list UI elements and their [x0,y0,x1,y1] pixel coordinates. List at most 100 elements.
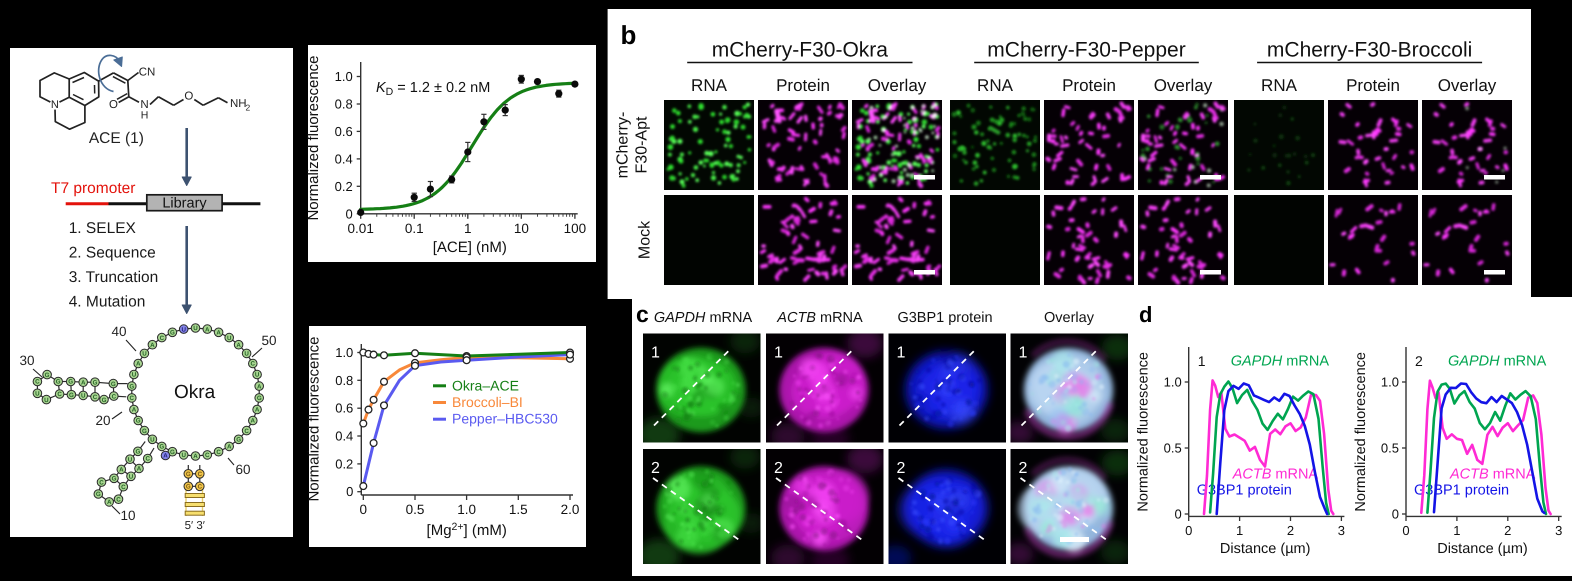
svg-text:2: 2 [897,460,906,477]
svg-text:0: 0 [1174,507,1181,522]
svg-text:0: 0 [1392,507,1399,522]
svg-text:A: A [119,467,124,474]
svg-text:0.5: 0.5 [1164,441,1182,456]
svg-text:0.8: 0.8 [335,373,353,388]
svg-text:A: A [132,407,137,414]
svg-text:Protein: Protein [1346,76,1400,95]
svg-text:C: C [198,484,203,491]
svg-text:CN: CN [139,67,156,79]
svg-text:A: A [81,379,86,386]
svg-text:G: G [170,449,175,456]
svg-text:1: 1 [464,221,472,236]
svg-text:A: A [205,326,210,333]
svg-text:A: A [107,499,112,506]
svg-text:Normalized fluorescence: Normalized fluorescence [1136,352,1152,512]
svg-text:1.0: 1.0 [1164,375,1182,390]
svg-text:A: A [216,330,221,337]
svg-text:2: 2 [651,460,660,477]
svg-text:G: G [135,449,140,456]
svg-text:2: 2 [774,460,783,477]
svg-text:A: A [227,444,232,451]
svg-text:C: C [121,484,126,491]
svg-text:U: U [227,335,232,342]
svg-text:G: G [69,392,74,399]
svg-text:G: G [142,428,147,435]
svg-text:1: 1 [651,345,660,362]
svg-text:4. Mutation: 4. Mutation [69,294,146,311]
svg-text:0: 0 [345,206,352,221]
svg-text:U: U [182,452,187,459]
svg-text:G: G [159,444,164,451]
svg-text:G: G [236,436,241,443]
svg-text:Normalized fluorescence: Normalized fluorescence [1353,352,1369,512]
svg-text:Mock: Mock [637,220,654,259]
svg-text:U: U [129,474,134,481]
svg-text:G3BP1 protein: G3BP1 protein [897,310,992,326]
svg-text:0: 0 [346,484,353,499]
svg-text:1: 1 [1019,345,1028,362]
svg-text:RNA: RNA [977,76,1014,95]
svg-text:GAPDH mRNA: GAPDH mRNA [1231,354,1330,370]
svg-text:F30-Apt: F30-Apt [634,116,651,173]
svg-text:2: 2 [1019,460,1028,477]
svg-text:C: C [205,452,210,459]
svg-text:1. SELEX: 1. SELEX [69,220,137,237]
svg-text:G: G [45,372,50,379]
svg-text:1.0: 1.0 [335,69,353,84]
svg-text:30: 30 [19,353,34,368]
svg-text:G: G [186,484,191,491]
svg-text:O: O [109,99,118,111]
svg-text:G: G [112,476,117,483]
svg-text:1: 1 [774,345,783,362]
svg-text:GAPDH mRNA: GAPDH mRNA [654,310,753,326]
svg-text:C: C [130,395,135,402]
svg-text:U: U [35,391,40,398]
svg-text:0: 0 [360,502,368,517]
svg-text:1.5: 1.5 [509,502,528,517]
svg-text:A: A [193,453,198,460]
svg-text:0.6: 0.6 [335,124,353,139]
svg-text:NH: NH [230,98,247,110]
svg-text:0.4: 0.4 [335,151,353,166]
svg-text:KD = 1.2 ± 0.2 nM: KD = 1.2 ± 0.2 nM [376,80,490,98]
svg-text:[Mg2+] (mM): [Mg2+] (mM) [427,521,507,539]
svg-text:A: A [163,453,168,460]
svg-text:C: C [198,471,203,478]
svg-text:Okra: Okra [174,382,216,403]
svg-text:C: C [116,496,121,503]
svg-text:2: 2 [1287,523,1294,538]
svg-text:0: 0 [1185,523,1192,538]
svg-text:0.6: 0.6 [335,401,353,416]
svg-text:A: A [236,342,241,349]
svg-text:U: U [182,326,187,333]
svg-text:0.1: 0.1 [405,221,424,236]
svg-text:1: 1 [1236,523,1243,538]
svg-text:ACTB mRNA: ACTB mRNA [1449,467,1536,483]
svg-text:0.5: 0.5 [406,502,425,517]
svg-text:RNA: RNA [1261,76,1298,95]
svg-text:10: 10 [120,508,135,523]
svg-text:0.5: 0.5 [1381,441,1399,456]
svg-text:d: d [1139,302,1152,327]
svg-text:U: U [193,325,198,332]
svg-text:U: U [244,351,249,358]
svg-text:RNA: RNA [691,76,728,95]
svg-text:G: G [93,379,98,386]
svg-text:T7 promoter: T7 promoter [51,180,135,197]
svg-text:Pepper–HBC530: Pepper–HBC530 [452,411,558,427]
svg-text:C: C [216,449,221,456]
svg-text:ACTB mRNA: ACTB mRNA [1232,467,1319,483]
svg-text:G: G [68,379,73,386]
svg-text:Overlay: Overlay [1154,76,1213,95]
svg-text:2: 2 [1504,523,1511,538]
svg-text:ACTB mRNA: ACTB mRNA [776,310,863,326]
svg-text:3. Truncation: 3. Truncation [69,269,159,286]
svg-text:mCherry-: mCherry- [615,112,632,179]
svg-text:Normalized fluorescence: Normalized fluorescence [305,55,322,220]
svg-text:U: U [44,397,49,404]
svg-text:GAPDH mRNA: GAPDH mRNA [1448,354,1547,370]
svg-text:G: G [96,491,101,498]
svg-text:60: 60 [235,462,250,477]
svg-text:5′ 3′: 5′ 3′ [185,520,205,532]
svg-text:1.0: 1.0 [335,345,353,360]
